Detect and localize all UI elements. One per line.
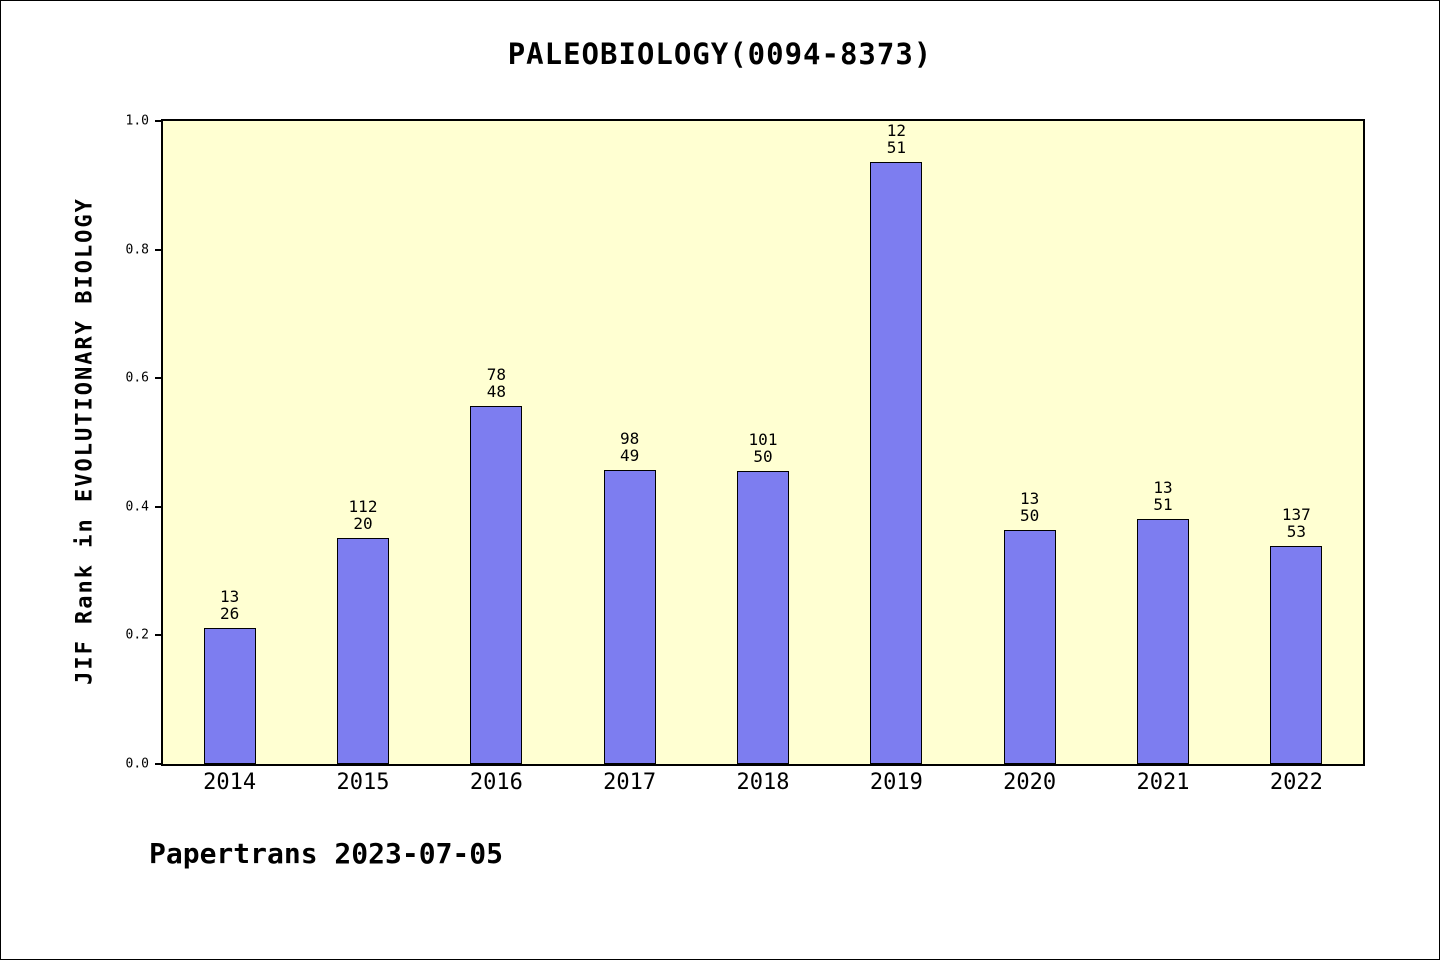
y-tick-mark xyxy=(155,763,163,765)
y-tick-label: 0.8 xyxy=(125,242,149,258)
chart-title: PALEOBIOLOGY(0094-8373) xyxy=(507,37,933,71)
bar-2020 xyxy=(1004,530,1056,764)
x-tick-label: 2017 xyxy=(603,770,657,795)
y-tick-label: 0.6 xyxy=(125,370,149,386)
bar-2022 xyxy=(1270,546,1322,764)
y-tick-mark xyxy=(155,248,163,251)
y-tick-label: 0.2 xyxy=(125,627,149,643)
x-tick-label: 2016 xyxy=(469,770,523,795)
bar-value-label: 137 53 xyxy=(1281,505,1311,541)
bar-2017 xyxy=(604,470,656,764)
bar-2016 xyxy=(470,406,522,764)
x-tick-label: 2018 xyxy=(736,770,790,795)
y-tick-mark xyxy=(155,377,163,380)
x-tick-label: 2014 xyxy=(203,770,257,795)
x-tick-label: 2021 xyxy=(1136,770,1190,795)
x-tick-label: 2020 xyxy=(1003,770,1057,795)
bar-value-label: 112 20 xyxy=(348,497,378,533)
bar-value-label: 13 26 xyxy=(220,587,240,623)
x-tick-label: 2022 xyxy=(1269,770,1323,795)
bar-value-label: 78 48 xyxy=(486,365,506,401)
x-tick-label: 2019 xyxy=(869,770,923,795)
y-tick-label: 0.0 xyxy=(125,756,149,772)
y-axis-label: JIF Rank in EVOLUTIONARY BIOLOGY xyxy=(72,197,98,685)
bar-value-label: 13 50 xyxy=(1020,489,1040,525)
y-tick-mark xyxy=(155,120,163,122)
bar-value-label: 12 51 xyxy=(886,121,906,157)
y-tick-label: 0.4 xyxy=(125,499,149,515)
plot-area: 0.0 0.2 0.4 0.6 0.8 1.0 13 26 2014 112 20 2015 78 … xyxy=(126,114,1365,795)
x-tick-label: 2015 xyxy=(336,770,390,795)
bar-value-label: 13 51 xyxy=(1153,478,1173,514)
bar-2015 xyxy=(337,538,389,764)
bar-value-label: 98 49 xyxy=(620,429,640,465)
y-tick-label: 1.0 xyxy=(125,113,149,129)
footer-text: Papertrans 2023-07-05 xyxy=(149,837,504,870)
bar-2018 xyxy=(737,471,789,764)
y-tick-mark xyxy=(155,505,163,508)
y-tick-mark xyxy=(155,634,163,637)
bar-2021 xyxy=(1137,519,1189,764)
bar-2014 xyxy=(204,628,256,764)
bar-2019 xyxy=(870,162,922,764)
bar-value-label: 101 50 xyxy=(748,430,778,466)
